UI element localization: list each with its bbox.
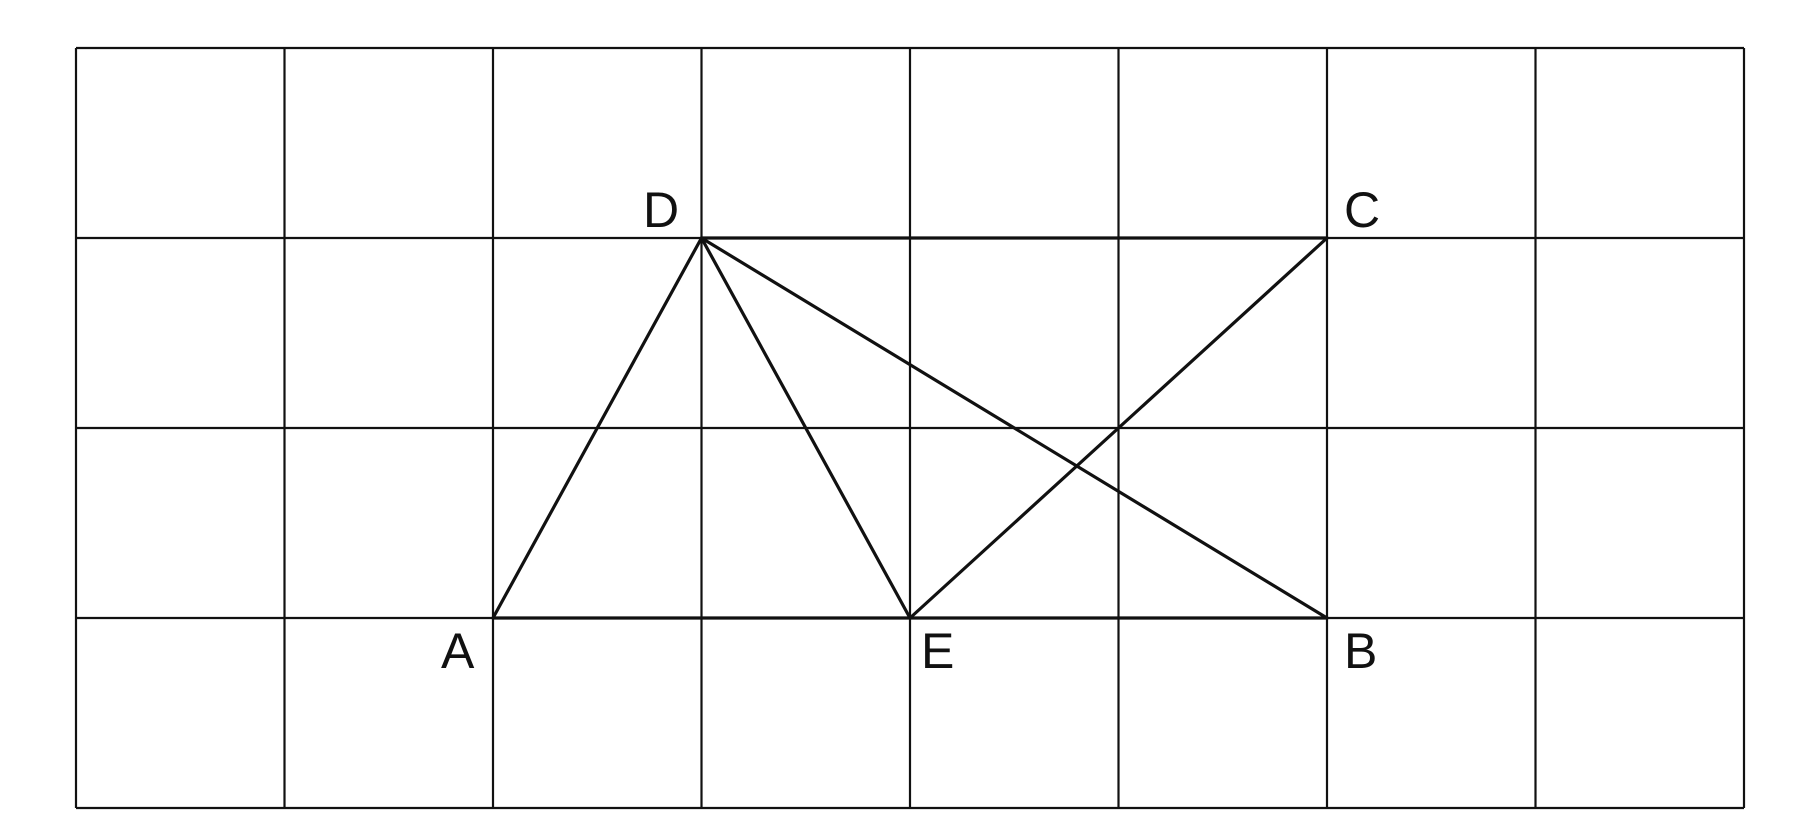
point-labels: A B C D E	[441, 182, 1380, 679]
segment-db	[699, 236, 1329, 620]
line-segments	[491, 236, 1329, 620]
point-label-d: D	[643, 182, 679, 238]
segment-ec	[908, 236, 1329, 620]
segment-ad	[491, 236, 704, 620]
point-label-c: C	[1344, 182, 1380, 238]
point-label-e: E	[921, 623, 954, 679]
point-label-a: A	[441, 623, 475, 679]
point-label-b: B	[1344, 623, 1377, 679]
segment-de	[699, 236, 912, 620]
